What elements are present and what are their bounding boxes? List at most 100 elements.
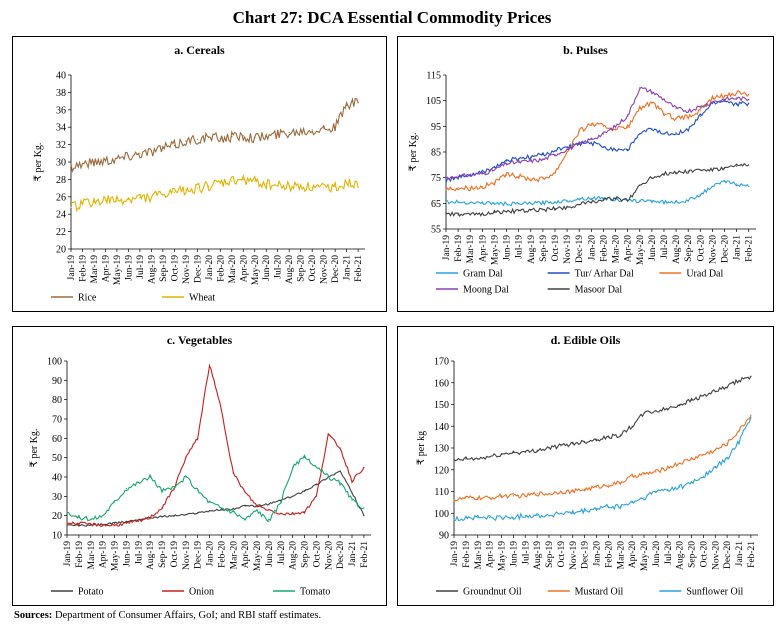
data-point xyxy=(651,128,653,130)
data-point xyxy=(500,495,503,497)
x-tick-label: Jun-20 xyxy=(648,235,658,261)
y-tick-label: 85 xyxy=(431,148,441,159)
cereals-panel: a. Cereals 20 22 24 26 28 30 32 34 36 38 40 ₹ per Kg… xyxy=(12,36,387,312)
x-tick-label: Feb-19 xyxy=(78,255,88,282)
legend-label: Rice xyxy=(78,293,97,304)
data-point xyxy=(554,153,556,156)
data-point xyxy=(363,466,365,468)
data-point xyxy=(453,499,455,501)
x-tick-label: Aug-19 xyxy=(533,541,543,570)
data-point xyxy=(268,509,270,511)
data-point xyxy=(265,183,267,185)
data-point xyxy=(231,180,233,182)
data-point xyxy=(748,93,750,95)
x-tick-label: May-20 xyxy=(251,255,261,285)
x-tick-label: Jul-19 xyxy=(521,541,531,565)
data-point xyxy=(675,201,677,203)
data-point xyxy=(208,137,210,139)
y-tick-label: 20 xyxy=(52,511,62,522)
data-point xyxy=(220,507,222,509)
data-point xyxy=(469,201,471,204)
data-point xyxy=(639,200,641,202)
x-tick-label: Nov-20 xyxy=(708,235,718,264)
data-point xyxy=(584,488,586,490)
y-tick-label: 80 xyxy=(52,395,62,406)
y-tick-label: 140 xyxy=(434,422,449,433)
data-point xyxy=(518,203,520,205)
data-point xyxy=(572,490,574,493)
data-point xyxy=(93,201,95,203)
data-point xyxy=(750,375,752,377)
data-point xyxy=(687,200,689,202)
x-tick-label: Aug-19 xyxy=(146,541,156,570)
data-point xyxy=(334,126,336,128)
data-point xyxy=(292,495,294,497)
y-tick-label: 34 xyxy=(56,123,66,134)
data-point xyxy=(254,180,256,182)
data-point xyxy=(300,184,302,187)
data-point xyxy=(197,489,199,492)
data-point xyxy=(457,187,459,189)
data-point xyxy=(481,186,483,188)
data-point xyxy=(711,97,714,99)
sources-text: Department of Consumer Affairs, GoI; and… xyxy=(54,610,322,621)
data-point xyxy=(465,517,467,519)
data-point xyxy=(489,517,491,519)
x-tick-label: Feb-21 xyxy=(747,541,757,568)
data-point xyxy=(150,196,152,198)
x-tick-label: Apr-19 xyxy=(99,541,109,568)
y-tick-label: 90 xyxy=(52,376,62,387)
data-point xyxy=(663,133,665,135)
data-point xyxy=(137,482,139,484)
data-point xyxy=(639,133,641,135)
data-point xyxy=(602,125,605,127)
data-point xyxy=(493,202,496,204)
data-point xyxy=(280,501,282,503)
vegetables-chart: c. Vegetables 10 20 30 40 50 60 70 80 90 100 ₹ per … xyxy=(29,333,371,598)
data-point xyxy=(219,137,221,140)
data-point xyxy=(173,144,175,147)
data-point xyxy=(104,199,107,201)
y-tick-label: 95 xyxy=(431,122,441,133)
y-axis-label: ₹ per kg xyxy=(416,431,427,465)
x-tick-label: Apr-20 xyxy=(239,255,249,282)
x-tick-label: Aug-19 xyxy=(147,255,157,284)
data-point xyxy=(66,511,68,513)
series-line-mustard-oil xyxy=(453,415,752,503)
data-point xyxy=(208,501,211,503)
data-point xyxy=(277,184,279,187)
data-point xyxy=(590,201,592,203)
y-axis-label: ₹ per Kg. xyxy=(33,143,44,182)
x-tick-label: Sep-19 xyxy=(158,541,168,568)
data-point xyxy=(254,137,256,139)
x-tick-label: Dec-19 xyxy=(194,541,204,569)
data-point xyxy=(518,175,520,177)
x-tick-label: Oct-20 xyxy=(699,541,709,568)
data-point xyxy=(232,511,234,513)
data-point xyxy=(542,209,544,211)
data-point xyxy=(149,476,151,478)
series-line-masoor-dal xyxy=(445,162,750,217)
x-tick-label: Jan-21 xyxy=(735,541,745,567)
data-point xyxy=(679,403,681,406)
x-tick-label: Apr-19 xyxy=(478,235,488,262)
x-tick-label: Jan-20 xyxy=(205,255,215,281)
data-point xyxy=(493,169,496,171)
data-point xyxy=(702,395,704,397)
data-point xyxy=(726,386,728,388)
data-point xyxy=(578,198,580,200)
data-point xyxy=(690,399,693,401)
data-point xyxy=(339,482,341,484)
data-point xyxy=(457,214,459,216)
data-point xyxy=(750,416,752,419)
y-tick-label: 90 xyxy=(439,531,449,542)
data-point xyxy=(357,102,359,104)
data-point xyxy=(711,101,714,103)
data-point xyxy=(572,512,574,514)
data-point xyxy=(723,94,726,97)
data-point xyxy=(493,166,496,168)
data-point xyxy=(465,497,467,499)
data-point xyxy=(457,201,459,203)
data-point xyxy=(595,508,598,510)
data-point xyxy=(489,456,491,458)
